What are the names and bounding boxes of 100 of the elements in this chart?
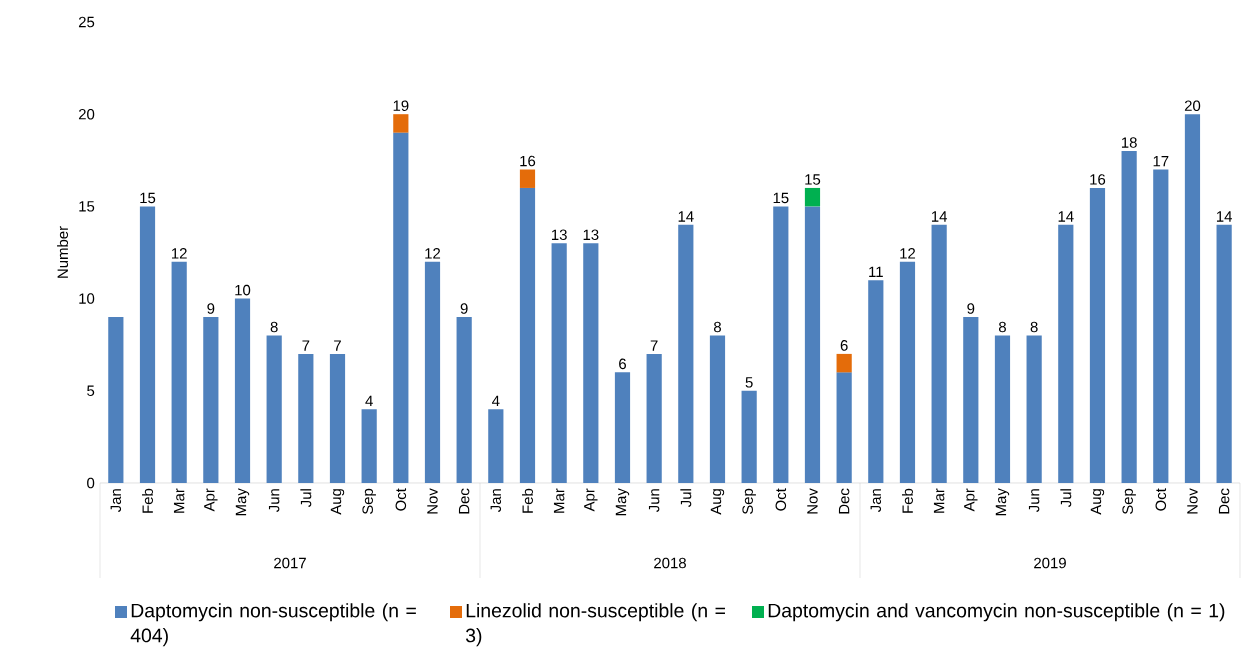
x-tick-label: Jun [1028, 489, 1040, 513]
bar [519, 187, 536, 483]
data-label: 14 [1216, 211, 1233, 222]
data-label: 17 [1153, 156, 1169, 167]
bar [1184, 114, 1201, 483]
legend-label: Linezolid non-susceptible (n = 3) [465, 603, 725, 647]
bar [963, 317, 979, 483]
x-tick-label: Apr [964, 488, 978, 512]
x-tick-label: Dec [458, 488, 470, 514]
x-tick-label: Dec [1218, 488, 1230, 514]
bar [583, 243, 599, 483]
bar [424, 261, 441, 483]
data-label: 7 [650, 340, 658, 351]
bar [614, 372, 631, 483]
bar [551, 243, 567, 483]
y-tick-label: 10 [79, 293, 95, 304]
x-tick-label: Nov [427, 488, 438, 514]
data-label: 14 [1058, 211, 1074, 222]
data-label: 20 [1184, 100, 1201, 111]
x-tick-label: Jun [268, 489, 280, 513]
bar [1026, 335, 1042, 483]
y-tick-label: 0 [87, 477, 95, 489]
x-tick-label: Jan [490, 489, 502, 513]
x-tick-label: Sep [742, 488, 756, 515]
data-label: 11 [869, 266, 883, 277]
bar [171, 261, 187, 483]
data-label: 16 [1090, 174, 1106, 185]
data-label: 16 [520, 155, 536, 167]
x-tick-label: Nov [807, 488, 818, 514]
bar [488, 409, 504, 483]
x-tick-label: May [995, 488, 1010, 516]
bar [804, 187, 821, 207]
x-tick-label: Oct [395, 488, 407, 511]
bar [108, 317, 124, 483]
legend-label: Daptomycin and vancomycin non-susceptible (n = 1) [768, 603, 1225, 622]
y-tick-label: 15 [79, 201, 95, 212]
x-tick-label: Feb [901, 488, 913, 513]
bar [836, 353, 852, 373]
x-tick-label: Aug [1090, 489, 1105, 515]
x-tick-label: Dec [838, 488, 850, 514]
data-label: 12 [900, 248, 916, 259]
bar [646, 353, 662, 483]
data-label: 12 [172, 248, 187, 259]
x-tick-label: Jan [110, 489, 122, 513]
bar [1058, 224, 1074, 483]
bar [678, 224, 694, 483]
data-label: 14 [678, 211, 694, 222]
data-label: 9 [207, 303, 215, 314]
bar [773, 206, 789, 483]
x-tick-label: Mar [553, 488, 565, 513]
data-label: 19 [393, 100, 409, 111]
text: 2018 [654, 557, 686, 569]
y-tick-label: 20 [78, 108, 95, 120]
data-label: 8 [713, 321, 721, 333]
bar [1216, 224, 1232, 483]
x-tick-label: Apr [204, 488, 218, 512]
bar [203, 317, 219, 483]
x-tick-label: Mar [933, 488, 945, 513]
bar [298, 353, 314, 483]
data-label: 6 [619, 358, 626, 370]
bar [266, 335, 282, 483]
x-tick-label: Aug [710, 489, 725, 515]
data-label: 12 [425, 248, 441, 259]
data-label: 10 [235, 284, 251, 296]
bar [1153, 169, 1169, 483]
data-label: 15 [773, 192, 789, 204]
data-label: 13 [583, 229, 599, 241]
x-tick-label: Nov [1187, 488, 1198, 514]
bar [393, 132, 409, 483]
text: 2019 [1034, 557, 1066, 569]
x-tick-label: Mar [173, 488, 185, 513]
text: 2017 [274, 557, 306, 569]
bar [899, 261, 916, 483]
data-label: 6 [840, 340, 848, 351]
data-label: 18 [1121, 137, 1137, 148]
data-label: 14 [931, 211, 948, 222]
bar [234, 298, 251, 483]
x-tick-label: May [615, 488, 630, 516]
x-tick-label: Jul [680, 489, 692, 508]
x-tick-label: Sep [1122, 488, 1136, 515]
bar [393, 114, 409, 133]
bar [931, 224, 947, 483]
data-label: 13 [551, 229, 567, 241]
bar [139, 206, 156, 483]
x-tick-label: Feb [142, 488, 153, 513]
data-label: 7 [334, 340, 341, 351]
y-axis-title: Number [57, 226, 69, 278]
bar [1089, 187, 1106, 483]
data-label: 15 [805, 174, 821, 185]
data-label: 4 [492, 395, 500, 407]
x-tick-label: Jan [870, 489, 882, 513]
data-label: 5 [745, 377, 753, 388]
bar [361, 409, 377, 483]
y-tick-label: 25 [78, 16, 95, 28]
bar [994, 335, 1011, 483]
bar [836, 372, 852, 483]
data-label: 8 [998, 321, 1006, 333]
bar [868, 280, 884, 483]
legend-label: Daptomycin non-susceptible (n = 404) [130, 603, 416, 647]
data-label: 9 [967, 303, 975, 314]
